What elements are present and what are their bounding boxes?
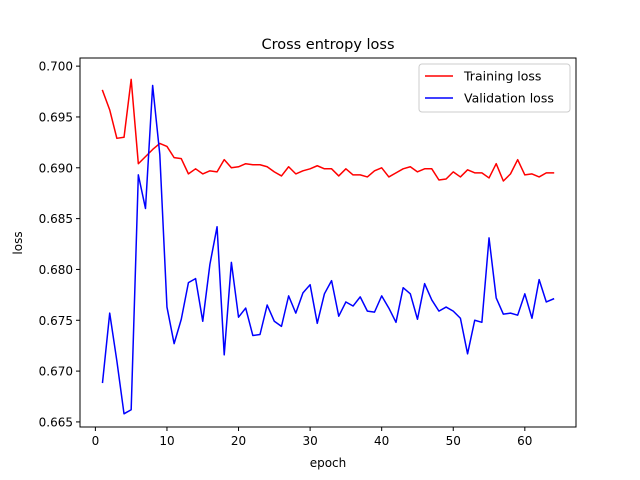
- y-tick-label: 0.690: [39, 161, 73, 175]
- y-tick-label: 0.675: [39, 314, 73, 328]
- y-tick-label: 0.670: [39, 365, 73, 379]
- y-tick-label: 0.680: [39, 263, 73, 277]
- x-tick-label: 50: [446, 434, 461, 448]
- legend: Training loss Validation loss: [418, 63, 571, 113]
- series-line-training: [101, 78, 555, 182]
- series-line-validation: [101, 84, 555, 415]
- x-tick-label: 10: [159, 434, 174, 448]
- x-tick-label: 30: [302, 434, 317, 448]
- x-axis-label: epoch: [310, 456, 347, 470]
- legend-label-validation: Validation loss: [464, 91, 554, 106]
- x-tick-label: 20: [231, 434, 246, 448]
- plot-frame: [79, 57, 577, 428]
- y-axis-label: loss: [11, 231, 25, 254]
- legend-label-training: Training loss: [463, 69, 541, 84]
- plot-series: [101, 78, 555, 415]
- y-tick-label: 0.695: [39, 110, 73, 124]
- x-tick-label: 0: [92, 434, 100, 448]
- x-tick-label: 60: [517, 434, 532, 448]
- y-tick-label: 0.685: [39, 212, 73, 226]
- legend-box: [418, 63, 571, 113]
- y-tick-label: 0.700: [39, 60, 73, 74]
- x-axis: 0 10 20 30 40 50 60: [92, 427, 532, 448]
- y-tick-label: 0.665: [39, 415, 73, 429]
- chart-title: Cross entropy loss: [261, 37, 394, 53]
- x-tick-label: 40: [374, 434, 389, 448]
- y-axis: 0.665 0.670 0.675 0.680 0.685 0.690 0.695 0.700: [39, 60, 80, 429]
